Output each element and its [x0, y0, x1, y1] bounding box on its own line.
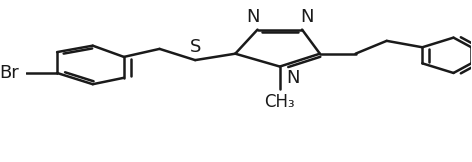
Text: N: N: [300, 8, 313, 26]
Text: S: S: [189, 38, 201, 56]
Text: Br: Br: [0, 64, 19, 82]
Text: CH₃: CH₃: [264, 93, 295, 111]
Text: N: N: [287, 69, 300, 87]
Text: N: N: [246, 8, 260, 26]
